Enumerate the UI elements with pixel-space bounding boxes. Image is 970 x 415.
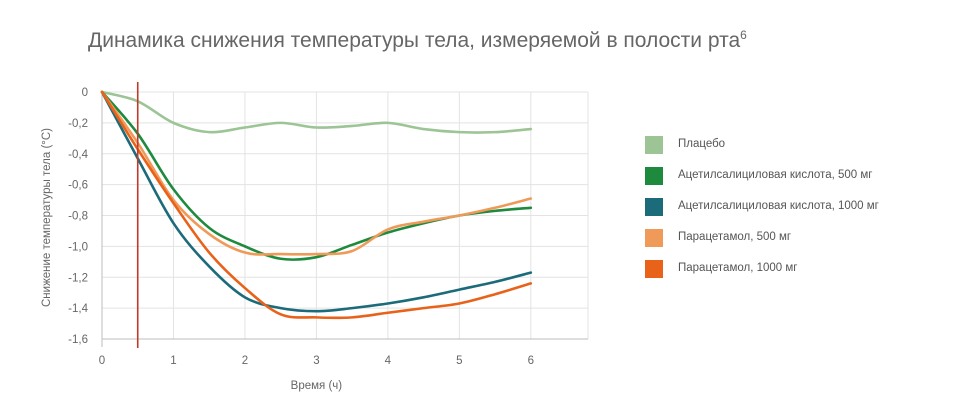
x-tick-label: 0 [99, 355, 105, 367]
x-tick-label: 4 [385, 355, 392, 367]
legend-swatch [645, 136, 663, 154]
y-tick-label: -0,2 [68, 118, 88, 130]
legend-swatch [645, 198, 663, 216]
x-tick-label: 6 [528, 355, 534, 367]
series-line-4 [100, 90, 533, 256]
chart-title-text: Динамика снижения температуры тела, изме… [88, 29, 741, 52]
y-tick-label: -1,2 [68, 272, 88, 284]
y-tick-label: -1,6 [68, 334, 88, 346]
legend-swatch [645, 229, 663, 247]
legend-label: Ацетилсалициловая кислота, 1000 мг [678, 200, 879, 212]
x-tick-label: 5 [456, 355, 462, 367]
legend-swatch [645, 167, 663, 185]
y-tick-label: -0,4 [68, 149, 88, 161]
legend-label: Плацебо [678, 138, 726, 150]
y-tick-label: -1,0 [68, 241, 88, 253]
y-tick-label: -0,6 [68, 180, 88, 192]
chart-title-superscript: 6 [740, 28, 747, 42]
x-tick-label: 3 [313, 355, 319, 367]
y-tick-label: -0,8 [68, 211, 88, 223]
series-line-5 [100, 90, 533, 320]
legend-label: Парацетамол, 1000 мг [678, 262, 798, 274]
x-axis-label: Время (ч) [291, 380, 343, 392]
legend-label: Ацетилсалициловая кислота, 500 мг [678, 169, 873, 181]
y-tick-label: 0 [82, 87, 88, 99]
chart-title: Динамика снижения температуры тела, изме… [88, 28, 747, 53]
x-tick-label: 1 [170, 355, 176, 367]
y-axis-label: Снижение температуры тела (°C) [41, 128, 53, 307]
legend-swatch [645, 260, 663, 278]
x-tick-label: 2 [242, 355, 248, 367]
legend-label: Парацетамол, 500 мг [678, 231, 792, 243]
y-tick-label: -1,4 [68, 303, 88, 315]
series-line-3 [100, 90, 533, 313]
series-line-1 [100, 90, 533, 134]
